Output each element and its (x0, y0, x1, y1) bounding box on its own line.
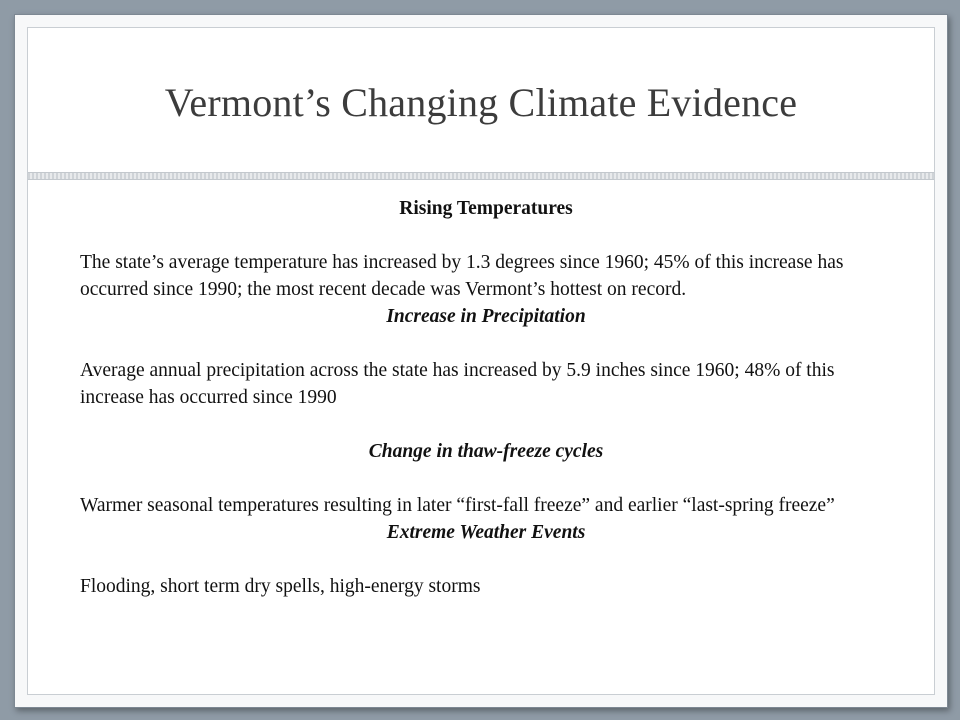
section-heading-extreme-weather: Extreme Weather Events (386, 522, 586, 543)
section-heading-thaw-freeze: Change in thaw-freeze cycles (368, 441, 604, 462)
slide: Vermont’s Changing Climate Evidence Risi… (27, 27, 935, 695)
title-divider (28, 172, 934, 180)
section-body-precipitation: Average annual precipitation across the … (80, 360, 835, 408)
slide-frame: Vermont’s Changing Climate Evidence Risi… (14, 14, 948, 708)
slide-title: Vermont’s Changing Climate Evidence (164, 79, 798, 125)
section-body-thaw-freeze: Warmer seasonal temperatures resulting i… (80, 495, 835, 516)
section-heading-precipitation: Increase in Precipitation (386, 306, 586, 327)
section-body-rising-temperatures: The state’s average temperature has incr… (80, 252, 844, 300)
slide-content: Rising Temperatures The state’s average … (80, 195, 892, 600)
section-body-extreme-weather: Flooding, short term dry spells, high-en… (80, 576, 481, 597)
title-area: Vermont’s Changing Climate Evidence (28, 28, 934, 172)
section-heading-rising-temperatures: Rising Temperatures (399, 198, 573, 219)
